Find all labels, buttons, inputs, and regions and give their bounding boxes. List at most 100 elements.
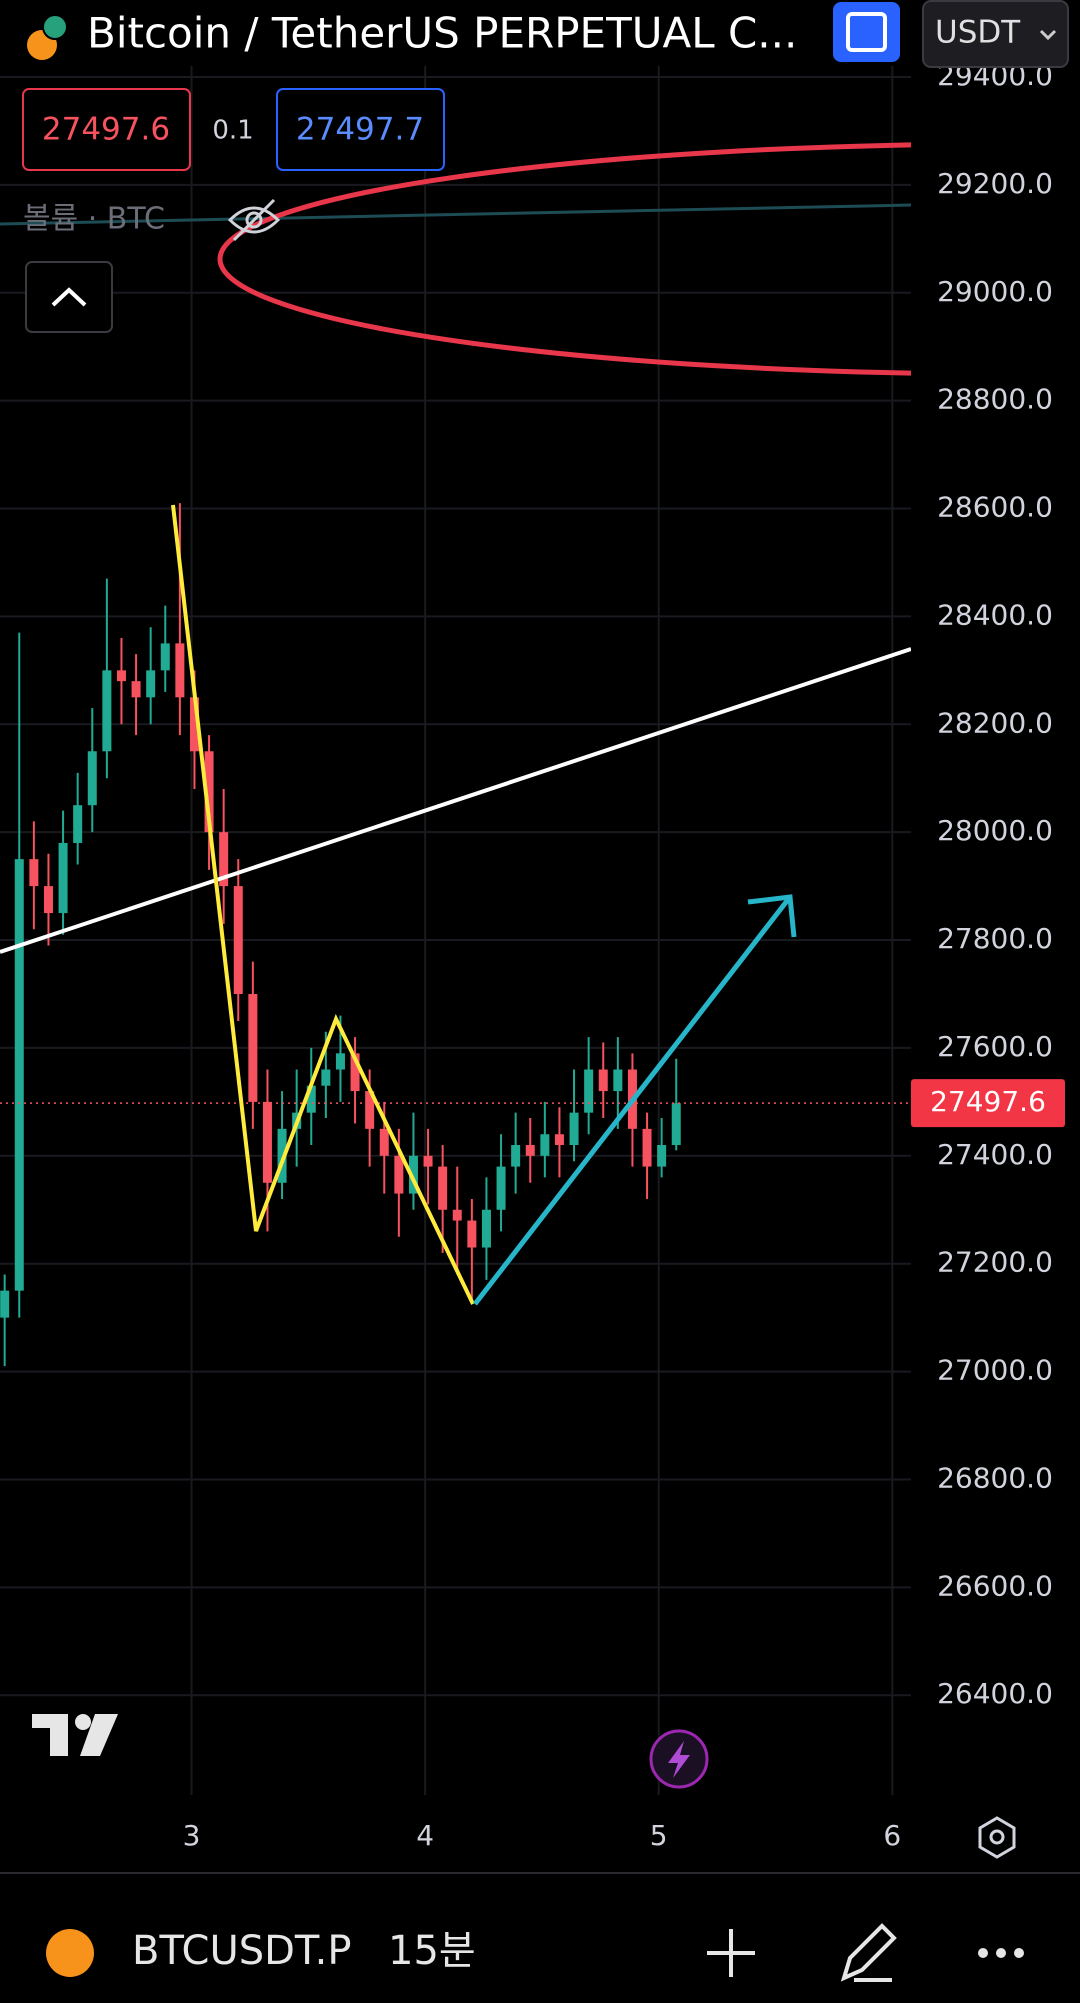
y-tick-label: 26400.0 <box>937 1677 1053 1710</box>
candle-body <box>248 993 258 1102</box>
y-tick-label: 27800.0 <box>937 922 1053 955</box>
add-button[interactable] <box>707 1929 755 1977</box>
x-tick-label: 6 <box>883 1819 901 1852</box>
candle-body <box>452 1209 462 1221</box>
candle-body <box>146 670 156 698</box>
volume-line <box>0 203 911 226</box>
ask-button[interactable] <box>276 88 445 171</box>
grid <box>0 0 911 1795</box>
bid-price: 27497.6 <box>42 112 170 148</box>
draw-button[interactable] <box>840 1923 897 1982</box>
candle-body <box>540 1134 550 1156</box>
collapse-button[interactable] <box>25 261 113 333</box>
candle-body <box>467 1220 477 1248</box>
collapse-icon <box>51 287 87 307</box>
candle-body <box>43 886 53 914</box>
volume-label: 볼륨 · BTC <box>23 202 165 237</box>
candle-body <box>58 842 68 914</box>
candles <box>0 503 911 1367</box>
candle-body <box>175 643 185 698</box>
y-tick-label: 27400.0 <box>937 1138 1053 1171</box>
candle-body <box>408 1155 418 1194</box>
bid-button[interactable] <box>22 88 191 171</box>
footer-symbol[interactable]: BTCUSDT.P <box>132 1928 351 1974</box>
candle-body <box>87 751 97 806</box>
y-tick-label: 26600.0 <box>937 1569 1053 1602</box>
time-axis: 3 4 5 6 <box>183 1819 902 1852</box>
currency-select[interactable] <box>922 0 1069 68</box>
arrow-drawing[interactable] <box>473 894 797 1306</box>
candle-body <box>219 832 229 887</box>
candle-body <box>525 1145 535 1156</box>
lightning-icon <box>668 1741 690 1778</box>
y-tick-label: 27200.0 <box>937 1246 1053 1279</box>
ask-price: 27497.7 <box>296 112 424 148</box>
fullscreen-button[interactable] <box>833 2 900 62</box>
y-tick-label: 28800.0 <box>937 383 1053 416</box>
y-tick-label: 28400.0 <box>937 598 1053 631</box>
currency-label: USDT <box>935 15 1021 51</box>
candle-body <box>29 859 39 887</box>
candle-body <box>379 1128 389 1156</box>
dropdown-icon <box>1039 29 1057 41</box>
last-price-tag <box>911 1079 1065 1128</box>
symbol-title[interactable]: Bitcoin / TetherUS PERPETUAL C... <box>87 9 797 58</box>
tv-logo <box>32 1714 118 1756</box>
x-tick-label: 3 <box>183 1819 201 1852</box>
candle-body <box>481 1209 491 1248</box>
candle-body <box>554 1134 564 1146</box>
y-tick-label: 27600.0 <box>937 1030 1053 1063</box>
candle-body <box>262 1101 272 1183</box>
candle-body <box>657 1145 667 1167</box>
y-tick-label: 27000.0 <box>937 1354 1053 1387</box>
settings-button[interactable] <box>978 1816 1016 1859</box>
x-tick-label: 4 <box>416 1819 434 1852</box>
coin-icon <box>46 1929 94 1977</box>
candle-body <box>321 1069 331 1086</box>
candle-body <box>423 1155 433 1167</box>
candle-body <box>277 1128 287 1183</box>
candle-body <box>204 751 214 833</box>
candle-body <box>511 1145 521 1167</box>
candle-body <box>306 1085 316 1113</box>
candle-body <box>365 1091 375 1129</box>
x-tick-label: 5 <box>650 1819 668 1852</box>
y-tick-label: 29200.0 <box>937 167 1053 200</box>
zigzag-drawing[interactable] <box>171 504 475 1305</box>
more-button[interactable] <box>978 1948 1024 1958</box>
candle-body <box>394 1155 404 1194</box>
footer-interval[interactable]: 15분 <box>388 1928 476 1974</box>
candle-body <box>189 697 199 752</box>
candle-body <box>160 643 170 671</box>
candle-body <box>642 1128 652 1167</box>
ellipse-drawing[interactable] <box>217 142 1080 376</box>
candle-body <box>0 1290 10 1318</box>
candle-body <box>14 859 24 1291</box>
tether-icon <box>42 14 68 40</box>
candle-body <box>102 670 112 752</box>
drawings <box>0 142 1080 1306</box>
y-tick-label: 28600.0 <box>937 491 1053 524</box>
y-tick-label: 29000.0 <box>937 275 1053 308</box>
candle-body <box>438 1166 448 1210</box>
fullscreen-icon <box>846 12 887 52</box>
candle-body <box>671 1103 681 1146</box>
y-tick-label: 28200.0 <box>937 706 1053 739</box>
price-axis: 29400.029200.029000.028800.028600.028400… <box>911 59 1065 1710</box>
candle-body <box>613 1069 623 1092</box>
candle-body <box>569 1112 579 1146</box>
spread: 0.1 <box>212 116 253 146</box>
candle-body <box>584 1069 594 1113</box>
hide-icon[interactable] <box>227 198 281 242</box>
candle-body <box>496 1166 506 1210</box>
y-tick-label: 26800.0 <box>937 1461 1053 1494</box>
candle-body <box>350 1053 360 1092</box>
last-price-label: 27497.6 <box>930 1085 1046 1118</box>
candle-body <box>116 670 126 682</box>
candle-body <box>335 1053 345 1070</box>
trend-line[interactable] <box>0 647 911 954</box>
candle-body <box>131 681 141 698</box>
